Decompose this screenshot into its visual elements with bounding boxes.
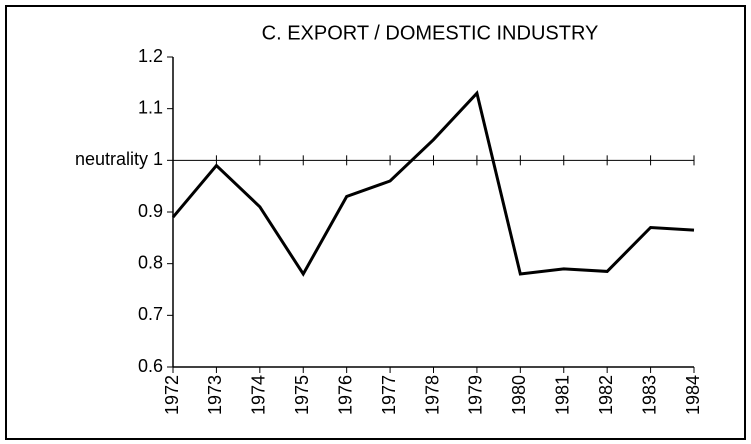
y-tick-label: 0.9 [138,201,163,221]
x-tick-label: 1979 [466,375,486,415]
x-tick-label: 1981 [553,375,573,415]
y-tick-label: 0.8 [138,252,163,272]
x-tick-label: 1984 [683,375,703,415]
x-tick-label: 1975 [292,375,312,415]
x-tick-label: 1974 [249,375,269,415]
chart-title: C. EXPORT / DOMESTIC INDUSTRY [262,22,599,44]
x-tick-label: 1980 [509,375,529,415]
x-tick-label: 1973 [205,375,225,415]
x-tick-label: 1982 [596,375,616,415]
x-tick-label: 1972 [162,375,182,415]
y-tick-label: 0.7 [138,304,163,324]
x-tick-label: 1977 [379,375,399,415]
y-tick-label: 1.2 [138,46,163,66]
x-tick-label: 1978 [422,375,442,415]
x-tick-label: 1983 [639,375,659,415]
x-tick-label: 1976 [335,375,355,415]
y-tick-label: 1.1 [138,97,163,117]
y-tick-label: 0.6 [138,356,163,376]
line-series [171,90,695,277]
y-tick-label: neutrality 1 [75,149,163,169]
chart-border [5,5,746,440]
